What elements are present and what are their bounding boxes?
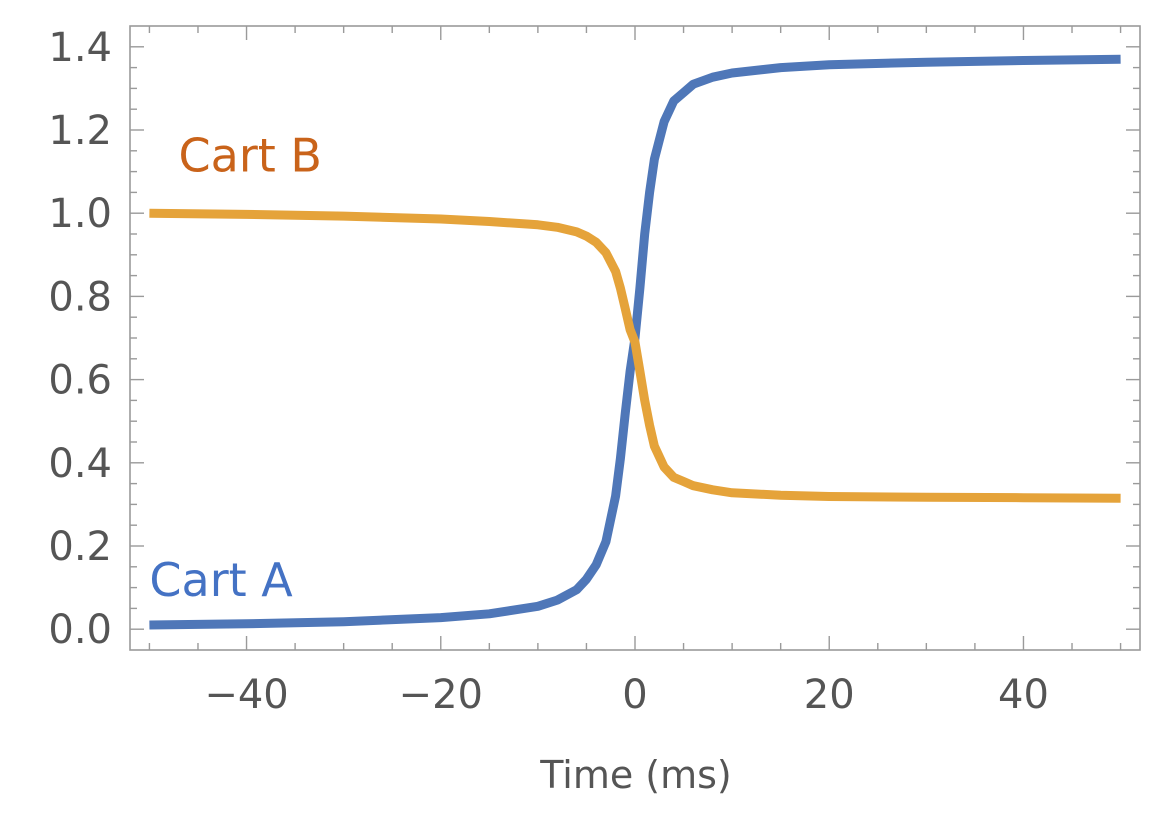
x-tick-label: −20: [399, 672, 483, 718]
y-tick-label: 0.0: [48, 607, 112, 653]
y-tick-label: 1.0: [48, 191, 112, 237]
series-label-cart-a: Cart A: [149, 553, 293, 607]
series-labels: Cart A Cart B: [149, 129, 322, 607]
x-tick-label: 20: [804, 672, 855, 718]
tick-labels: −40 −20 0 20 40 0.0 0.2 0.4 0.6 0.8 1.0 1.2 1.4: [48, 25, 1049, 718]
y-tick-label: 0.8: [48, 274, 112, 320]
y-tick-label: 0.6: [48, 358, 112, 404]
series-lines: [149, 54, 1121, 630]
y-tick-label: 0.2: [48, 524, 112, 570]
y-tick-label: 1.2: [48, 108, 112, 154]
series-line-cart-b: [149, 208, 1121, 503]
series-label-cart-b: Cart B: [179, 129, 322, 183]
y-tick-label: 1.4: [48, 25, 112, 71]
y-tick-label: 0.4: [48, 441, 112, 487]
x-tick-label: −40: [204, 672, 288, 718]
x-axis-title: Time (ms): [539, 753, 732, 797]
axis-ticks: [130, 26, 1140, 650]
x-tick-label: 40: [998, 672, 1049, 718]
x-tick-label: 0: [622, 672, 647, 718]
